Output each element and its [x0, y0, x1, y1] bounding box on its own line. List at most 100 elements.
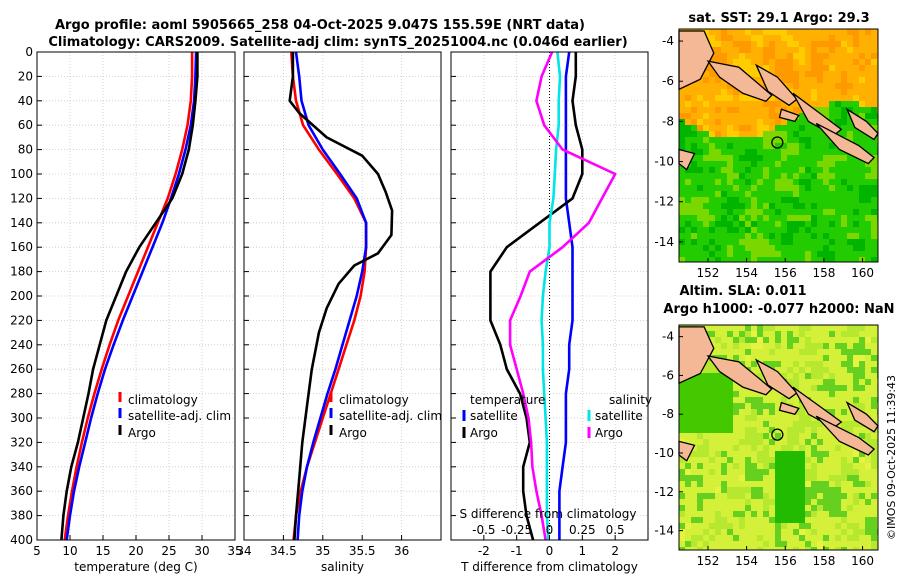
- map-cell: [739, 535, 746, 542]
- land-mass: [815, 122, 876, 165]
- legend-header-salinity: salinity: [609, 393, 652, 407]
- map-cell: [769, 35, 776, 42]
- map-cell: [811, 239, 818, 246]
- map-cell: [799, 119, 806, 126]
- map-cell: [703, 547, 710, 550]
- map-cell: [745, 541, 752, 548]
- map-cell: [865, 89, 872, 96]
- x-tick-label: 152: [697, 554, 720, 568]
- map-cell: [871, 541, 878, 548]
- map-cell: [865, 233, 872, 240]
- map-cell: [853, 451, 860, 458]
- map-cell: [697, 149, 704, 156]
- map-cell: [709, 529, 716, 536]
- map-cell: [781, 487, 788, 494]
- map-cell: [721, 493, 728, 500]
- map-cell: [727, 469, 734, 476]
- map-cell: [847, 179, 854, 186]
- map-cell: [697, 499, 704, 506]
- map-cell: [769, 409, 776, 416]
- map-cell: [835, 325, 842, 332]
- map-cell: [859, 433, 866, 440]
- map-cell: [811, 47, 818, 54]
- map-cell: [829, 215, 836, 222]
- map-cell: [793, 403, 800, 410]
- map-cell: [805, 391, 812, 398]
- map-cell: [685, 143, 692, 150]
- y-tick-label: 240: [10, 338, 33, 352]
- map-cell: [871, 239, 878, 246]
- map-cell: [841, 89, 848, 96]
- map-cell: [811, 337, 818, 344]
- map-cell: [829, 191, 836, 198]
- map-cell: [715, 403, 722, 410]
- map-cell: [859, 361, 866, 368]
- map-cell: [709, 215, 716, 222]
- map-cell: [715, 119, 722, 126]
- map-cell: [739, 337, 746, 344]
- map-cell: [835, 83, 842, 90]
- map-cell: [829, 251, 836, 258]
- map-cell: [769, 41, 776, 48]
- map-cell: [871, 511, 878, 518]
- map-cell: [703, 233, 710, 240]
- x-tick-label: 156: [774, 554, 797, 568]
- map-cell: [829, 167, 836, 174]
- map-cell: [871, 65, 878, 72]
- map-cell: [787, 209, 794, 216]
- map-cell: [727, 113, 734, 120]
- map-cell: [859, 499, 866, 506]
- map-cell: [697, 167, 704, 174]
- map-cell: [763, 481, 770, 488]
- map-cell: [829, 47, 836, 54]
- map-cell: [817, 433, 824, 440]
- map-cell: [721, 349, 728, 356]
- land-mass: [778, 401, 800, 415]
- map-cell: [679, 397, 686, 404]
- map-cell: [703, 203, 710, 210]
- map-cell: [733, 29, 740, 36]
- map-cell: [829, 511, 836, 518]
- map-cell: [847, 499, 854, 506]
- map-cell: [787, 143, 794, 150]
- map-cell: [727, 355, 734, 362]
- map-cell: [805, 257, 812, 262]
- map-cell: [841, 469, 848, 476]
- map-cell: [769, 415, 776, 422]
- map-cell: [835, 487, 842, 494]
- map-cell: [703, 427, 710, 434]
- map-cell: [763, 155, 770, 162]
- map-cell: [739, 391, 746, 398]
- map-cell: [733, 541, 740, 548]
- map-cell: [691, 179, 698, 186]
- map-cell: [799, 421, 806, 428]
- map-cell: [799, 191, 806, 198]
- map-cell: [781, 481, 788, 488]
- map-cell: [805, 373, 812, 380]
- map-cell: [727, 125, 734, 132]
- map-cell: [715, 421, 722, 428]
- map-cell: [829, 71, 836, 78]
- map-cell: [805, 517, 812, 524]
- map-cell: [751, 53, 758, 60]
- map-cell: [775, 173, 782, 180]
- map-cell: [727, 245, 734, 252]
- map-cell: [829, 499, 836, 506]
- map-cell: [745, 511, 752, 518]
- map-cell: [817, 379, 824, 386]
- map-cell: [769, 481, 776, 488]
- map-cell: [721, 119, 728, 126]
- map-cell: [691, 445, 698, 452]
- map-cell: [715, 469, 722, 476]
- map-cell: [829, 95, 836, 102]
- map-cell: [775, 499, 782, 506]
- map-cell: [751, 221, 758, 228]
- map-cell: [871, 415, 878, 422]
- map-cell: [757, 113, 764, 120]
- map-cell: [781, 427, 788, 434]
- map-cell: [823, 505, 830, 512]
- map-cell: [799, 179, 806, 186]
- map-cell: [853, 53, 860, 60]
- map-cell: [853, 41, 860, 48]
- map-cell: [823, 373, 830, 380]
